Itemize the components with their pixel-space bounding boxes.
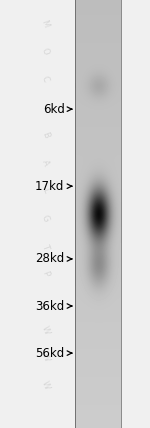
Text: 56kd: 56kd — [35, 347, 64, 360]
Text: C: C — [40, 75, 50, 83]
Text: A: A — [40, 158, 50, 167]
Text: 28kd: 28kd — [35, 253, 64, 265]
Text: 36kd: 36kd — [35, 300, 64, 312]
Text: 17kd: 17kd — [35, 180, 64, 193]
Text: G: G — [40, 214, 50, 223]
Text: W: W — [39, 352, 51, 363]
Text: .: . — [40, 104, 50, 110]
Text: W: W — [39, 324, 51, 335]
Text: 6kd: 6kd — [43, 103, 64, 116]
Text: B: B — [40, 131, 50, 139]
Text: L: L — [40, 187, 50, 194]
Text: M: M — [40, 18, 50, 29]
Text: .: . — [40, 299, 50, 304]
Text: O: O — [40, 47, 50, 56]
Text: W: W — [39, 380, 51, 391]
Text: P: P — [40, 270, 50, 278]
Text: T: T — [40, 242, 50, 250]
